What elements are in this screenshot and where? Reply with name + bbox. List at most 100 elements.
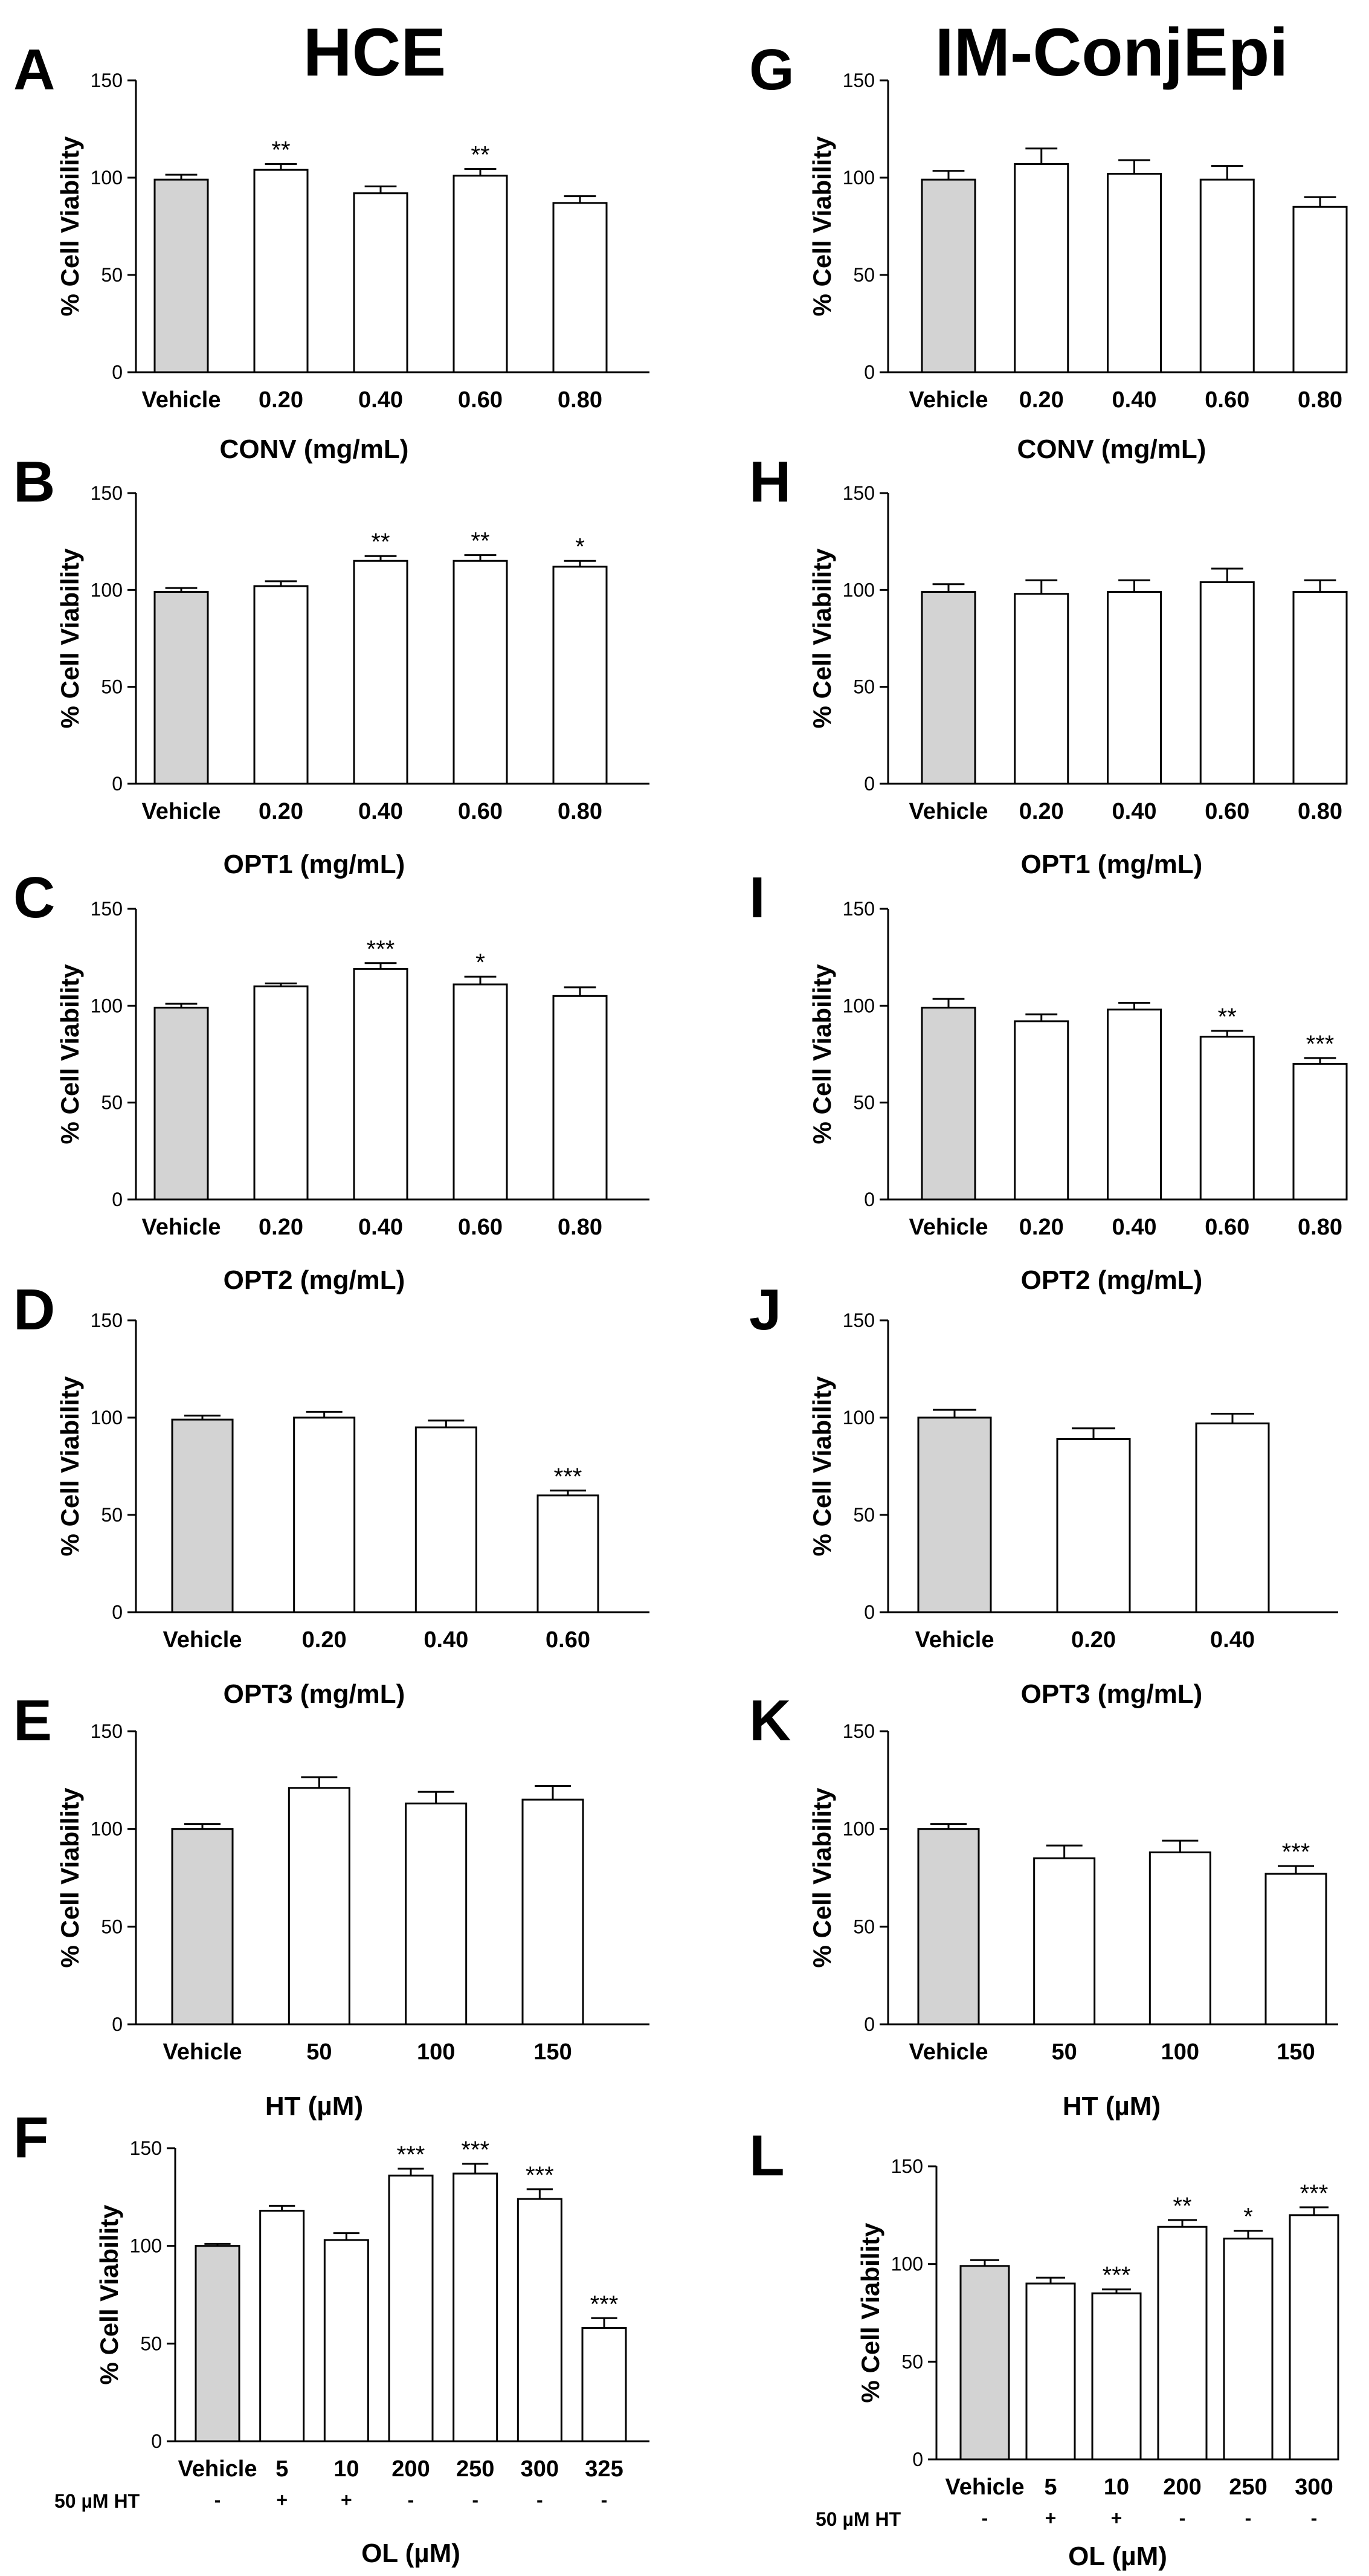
x-tick-label: 0.40 — [1112, 1215, 1157, 1240]
y-axis-label: % Cell Viability — [56, 964, 84, 1144]
bar — [293, 1416, 356, 1613]
y-tick-label: 100 — [91, 579, 123, 601]
bar — [1107, 591, 1162, 785]
left-column-title: HCE — [303, 15, 446, 90]
bar — [1025, 2282, 1076, 2461]
ht-row-marker: + — [341, 2489, 352, 2511]
y-tick-label: 100 — [843, 1818, 875, 1840]
x-tick-label: 0.80 — [1298, 387, 1342, 413]
bar — [171, 1828, 234, 2026]
ht-row-marker: + — [276, 2489, 288, 2511]
bar — [917, 1828, 980, 2026]
bar — [1014, 163, 1069, 373]
x-tick-label: 0.80 — [558, 1215, 602, 1240]
y-tick-label: 150 — [843, 898, 875, 920]
x-tick-label: 0.40 — [358, 1215, 403, 1240]
x-tick-label: 0.20 — [1019, 387, 1064, 413]
x-axis-title: OPT2 (mg/mL) — [1021, 1265, 1203, 1295]
y-tick-label: 0 — [151, 2430, 162, 2452]
panel-letter: H — [749, 450, 791, 514]
bar — [253, 585, 309, 785]
x-tick-label: 0.40 — [358, 387, 403, 413]
y-tick-label: 0 — [864, 361, 875, 383]
x-axis-title: OPT1 (mg/mL) — [224, 850, 405, 879]
y-tick-label: 100 — [843, 167, 875, 189]
bar — [1292, 1063, 1348, 1201]
x-tick-label: Vehicle — [915, 1627, 994, 1653]
panel-letter: C — [13, 865, 55, 930]
x-axis-title: HT (µM) — [1063, 2091, 1161, 2121]
bar — [1264, 1873, 1327, 2026]
bar — [917, 1416, 992, 1613]
panel-letter: A — [13, 37, 55, 102]
y-tick-label: 50 — [101, 1092, 123, 1114]
x-tick-label: 10 — [1104, 2474, 1129, 2500]
bar — [1223, 2238, 1274, 2461]
x-tick-label: 0.60 — [1205, 387, 1249, 413]
panel-d: D 0 50 100 150 % Cell Viability Vehicle 0.20 0.4… — [13, 1277, 649, 1709]
y-tick-label: 0 — [864, 2013, 875, 2035]
y-axis-label: % Cell Viability — [56, 1787, 84, 1968]
y-axis-label: % Cell Viability — [856, 2223, 884, 2403]
x-tick-label: 0.60 — [1205, 1215, 1249, 1240]
significance-marker: * — [475, 949, 485, 976]
bar — [1195, 1422, 1270, 1613]
x-tick-label: 100 — [417, 2039, 455, 2065]
x-tick-label: 0.40 — [1112, 387, 1157, 413]
y-tick-label: 150 — [843, 69, 875, 91]
bar — [153, 1007, 209, 1201]
significance-marker: *** — [1306, 1031, 1335, 1057]
y-tick-label: 0 — [112, 1189, 123, 1210]
y-tick-label: 0 — [112, 2013, 123, 2035]
bar — [453, 2172, 498, 2442]
bar — [1199, 178, 1255, 373]
bar — [581, 2326, 627, 2442]
y-tick-label: 100 — [843, 995, 875, 1016]
x-tick-label: 0.20 — [259, 799, 303, 824]
x-axis-title: OPT3 (mg/mL) — [1021, 1679, 1203, 1709]
x-tick-label: 0.20 — [1019, 1215, 1064, 1240]
x-tick-label: Vehicle — [142, 799, 221, 824]
bar — [153, 591, 209, 785]
y-tick-label: 50 — [853, 1092, 875, 1114]
bar — [1292, 205, 1348, 373]
y-tick-label: 150 — [91, 1720, 123, 1742]
x-tick-label: 150 — [1277, 2039, 1315, 2065]
y-axis-label: % Cell Viability — [808, 548, 836, 729]
bar — [153, 178, 209, 373]
significance-marker: *** — [590, 2291, 619, 2317]
x-axis-title: CONV (mg/mL) — [1017, 434, 1206, 464]
bar — [552, 202, 608, 373]
ht-row-label: 50 µM HT — [54, 2490, 140, 2512]
x-tick-label: Vehicle — [142, 1215, 221, 1240]
panel-letter: J — [749, 1277, 781, 1342]
x-tick-label: 0.40 — [1112, 799, 1157, 824]
significance-marker: *** — [397, 2142, 425, 2168]
x-tick-label: Vehicle — [909, 1215, 988, 1240]
bar — [1199, 581, 1255, 785]
y-axis-label: % Cell Viability — [95, 2204, 123, 2385]
x-tick-label: 0.40 — [1210, 1627, 1255, 1653]
bar — [453, 983, 508, 1201]
x-axis-title: OL (µM) — [1068, 2542, 1167, 2571]
panel-letter: E — [13, 1688, 52, 1753]
y-tick-label: 150 — [843, 482, 875, 504]
bar — [1107, 1009, 1162, 1201]
x-tick-label: 325 — [585, 2456, 623, 2482]
y-tick-label: 50 — [853, 676, 875, 698]
significance-marker: *** — [367, 936, 395, 963]
panel-letter: B — [13, 450, 55, 514]
y-tick-label: 0 — [112, 773, 123, 795]
ht-row-marker: + — [1045, 2507, 1057, 2529]
y-tick-label: 100 — [891, 2253, 923, 2275]
y-tick-label: 100 — [91, 167, 123, 189]
bar — [959, 2265, 1010, 2461]
x-tick-label: Vehicle — [909, 2039, 988, 2065]
y-axis-label: % Cell Viability — [808, 964, 836, 1144]
x-tick-label: 150 — [533, 2039, 572, 2065]
panel-f: F 0 50 100 150 % Cell Viability Vehicle 5 10 *** 2… — [13, 2105, 649, 2568]
bar — [1056, 1438, 1131, 1613]
bar — [552, 995, 608, 1201]
